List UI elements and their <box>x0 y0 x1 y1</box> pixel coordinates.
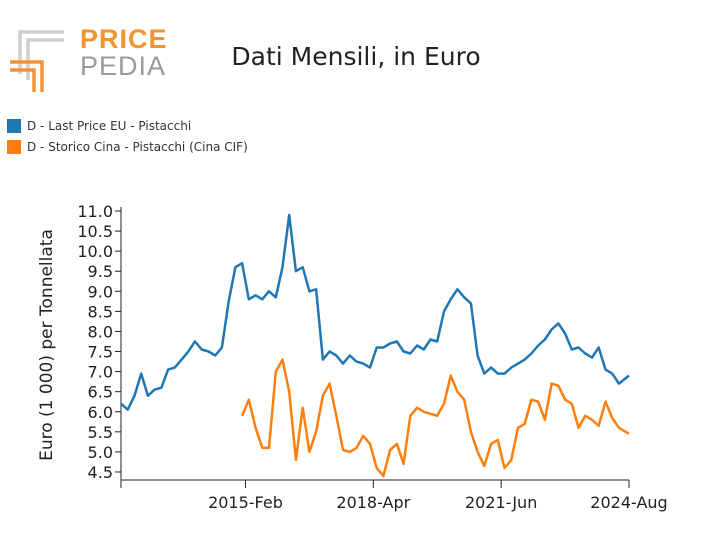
y-tick-label: 9.5 <box>88 262 113 281</box>
y-tick-label: 6.5 <box>88 383 113 402</box>
y-axis-title: Euro (1 000) per Tonnellata <box>37 229 57 461</box>
chart-title: Dati Mensili, in Euro <box>231 42 481 71</box>
x-tick-label: 2021-Jun <box>465 493 537 512</box>
y-tick-label: 10.0 <box>77 242 113 261</box>
y-tick-label: 8.0 <box>88 322 113 341</box>
pricepedia-logo <box>10 30 64 92</box>
logo-word-price: PRICE <box>80 24 168 54</box>
legend-item-last-price-eu: D - Last Price EU - Pistacchi <box>7 119 191 133</box>
legend-swatch-blue <box>7 119 21 133</box>
chart-lines <box>120 213 630 478</box>
series-line-0 <box>120 213 630 411</box>
y-tick-label: 5.0 <box>88 443 113 462</box>
x-tick-label: 2018-Apr <box>336 493 410 512</box>
x-tick-label: 2015-Feb <box>208 493 283 512</box>
y-tick-label: 8.5 <box>88 302 113 321</box>
y-tick-label: 9.0 <box>88 282 113 301</box>
y-tick-label: 7.0 <box>88 363 113 382</box>
y-tick-label: 5.5 <box>88 423 113 442</box>
legend-item-storico-cina: D - Storico Cina - Pistacchi (Cina CIF) <box>7 140 248 154</box>
y-tick-label: 6.0 <box>88 403 113 422</box>
chart-axes: 4.55.05.56.06.57.07.5 8.08.59.09.510.010.… <box>77 202 667 512</box>
legend-label: D - Last Price EU - Pistacchi <box>27 119 192 133</box>
legend-label: D - Storico Cina - Pistacchi (Cina CIF) <box>27 140 248 154</box>
y-tick-label: 11.0 <box>77 202 113 221</box>
x-tick-label: 2024-Aug <box>590 493 667 512</box>
series-line-1 <box>240 358 630 478</box>
legend-swatch-orange <box>7 140 21 154</box>
y-tick-label: 10.5 <box>77 222 113 241</box>
y-tick-label: 7.5 <box>88 343 113 362</box>
y-tick-label: 4.5 <box>88 463 113 482</box>
logo-word-pedia: PEDIA <box>80 51 167 81</box>
